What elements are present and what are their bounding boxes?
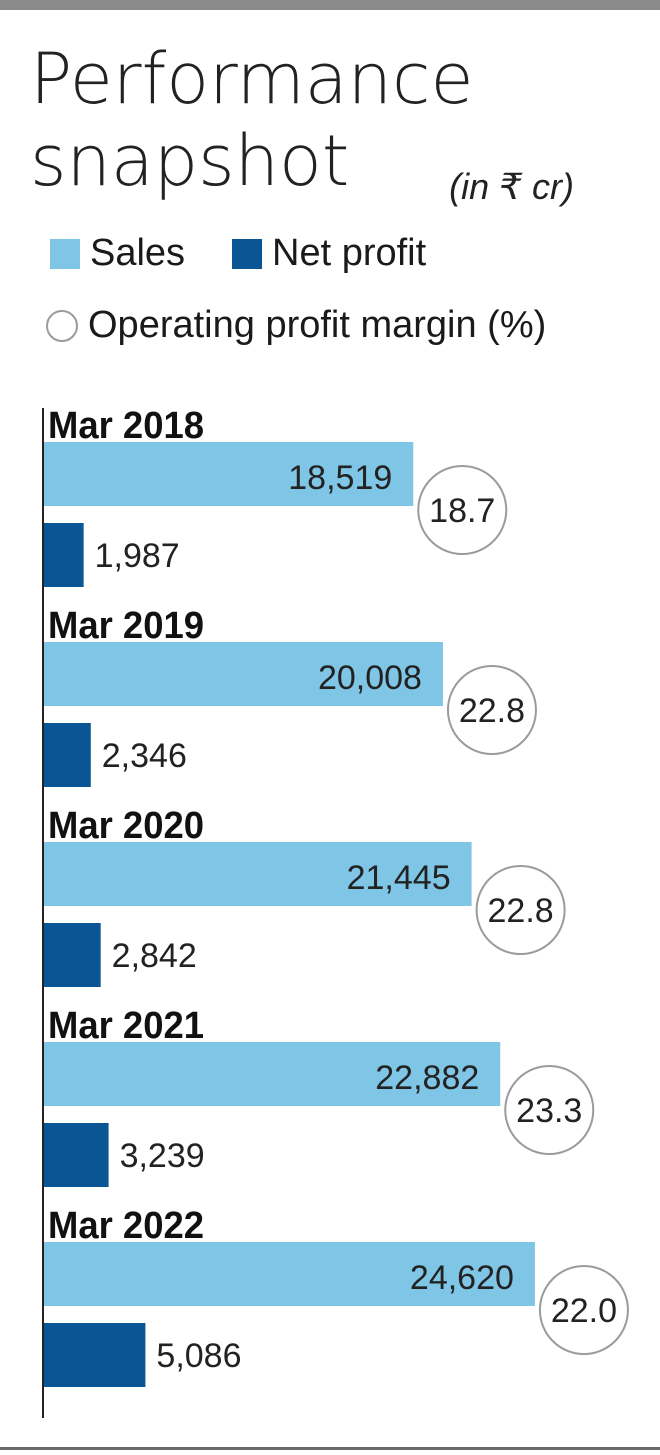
title-line-1: Performance bbox=[30, 38, 474, 120]
sales-label-mar-2022: 24,620 bbox=[410, 1259, 514, 1297]
sales-bar-mar-2018 bbox=[44, 442, 414, 506]
sales-label-mar-2019: 20,008 bbox=[318, 659, 422, 697]
chart-title: Performance snapshot bbox=[30, 38, 474, 202]
legend-net-profit-swatch bbox=[232, 238, 262, 269]
net-profit-label-mar-2022: 5,086 bbox=[156, 1337, 241, 1375]
sales-bar-mar-2019 bbox=[44, 642, 443, 706]
net-profit-bar-mar-2020 bbox=[44, 923, 101, 987]
net-profit-bar-mar-2018 bbox=[44, 523, 84, 587]
net-profit-bar-mar-2022 bbox=[44, 1323, 146, 1387]
opm-circle-mar-2018 bbox=[417, 465, 508, 555]
opm-label-mar-2020: 22.8 bbox=[488, 892, 554, 930]
category-label-mar-2022: Mar 2022 bbox=[48, 1205, 204, 1247]
category-label-mar-2021: Mar 2021 bbox=[48, 1005, 204, 1047]
legend-opm-swatch bbox=[46, 309, 78, 342]
net-profit-bar-mar-2019 bbox=[44, 723, 91, 787]
legend-net-profit-label: Net profit bbox=[272, 232, 427, 274]
sales-bar-mar-2022 bbox=[44, 1242, 535, 1306]
opm-circle-mar-2020 bbox=[475, 865, 566, 955]
sales-label-mar-2018: 18,519 bbox=[288, 459, 392, 497]
category-label-mar-2020: Mar 2020 bbox=[48, 805, 204, 847]
legend-sales: Sales bbox=[50, 232, 185, 275]
bottom-rule bbox=[0, 1447, 660, 1450]
net-profit-label-mar-2019: 2,346 bbox=[102, 737, 187, 775]
opm-circle-mar-2021 bbox=[504, 1065, 595, 1155]
sales-label-mar-2020: 21,445 bbox=[347, 859, 451, 897]
legend-net-profit: Net profit bbox=[232, 232, 426, 275]
opm-label-mar-2018: 18.7 bbox=[429, 492, 495, 530]
unit-label: (in ₹ cr) bbox=[449, 166, 574, 207]
opm-label-mar-2019: 22.8 bbox=[459, 692, 525, 730]
category-label-mar-2019: Mar 2019 bbox=[48, 605, 204, 647]
sales-bar-mar-2021 bbox=[44, 1042, 501, 1106]
opm-circle-mar-2022 bbox=[538, 1265, 629, 1355]
legend-opm: Operating profit margin (%) bbox=[46, 304, 546, 347]
net-profit-label-mar-2020: 2,842 bbox=[112, 937, 197, 975]
legend-sales-swatch bbox=[50, 238, 80, 269]
sales-bar-mar-2020 bbox=[44, 842, 472, 906]
top-rule bbox=[0, 0, 660, 10]
category-label-mar-2018: Mar 2018 bbox=[48, 405, 204, 447]
opm-label-mar-2022: 22.0 bbox=[551, 1292, 617, 1330]
opm-circle-mar-2019 bbox=[446, 665, 537, 755]
opm-label-mar-2021: 23.3 bbox=[516, 1092, 582, 1130]
net-profit-bar-mar-2021 bbox=[44, 1123, 109, 1187]
title-line-2: snapshot bbox=[30, 120, 350, 202]
sales-label-mar-2021: 22,882 bbox=[375, 1059, 479, 1097]
net-profit-label-mar-2018: 1,987 bbox=[95, 537, 180, 575]
legend-sales-label: Sales bbox=[90, 232, 186, 274]
net-profit-label-mar-2021: 3,239 bbox=[120, 1137, 205, 1175]
legend-opm-label: Operating profit margin (%) bbox=[88, 304, 547, 346]
